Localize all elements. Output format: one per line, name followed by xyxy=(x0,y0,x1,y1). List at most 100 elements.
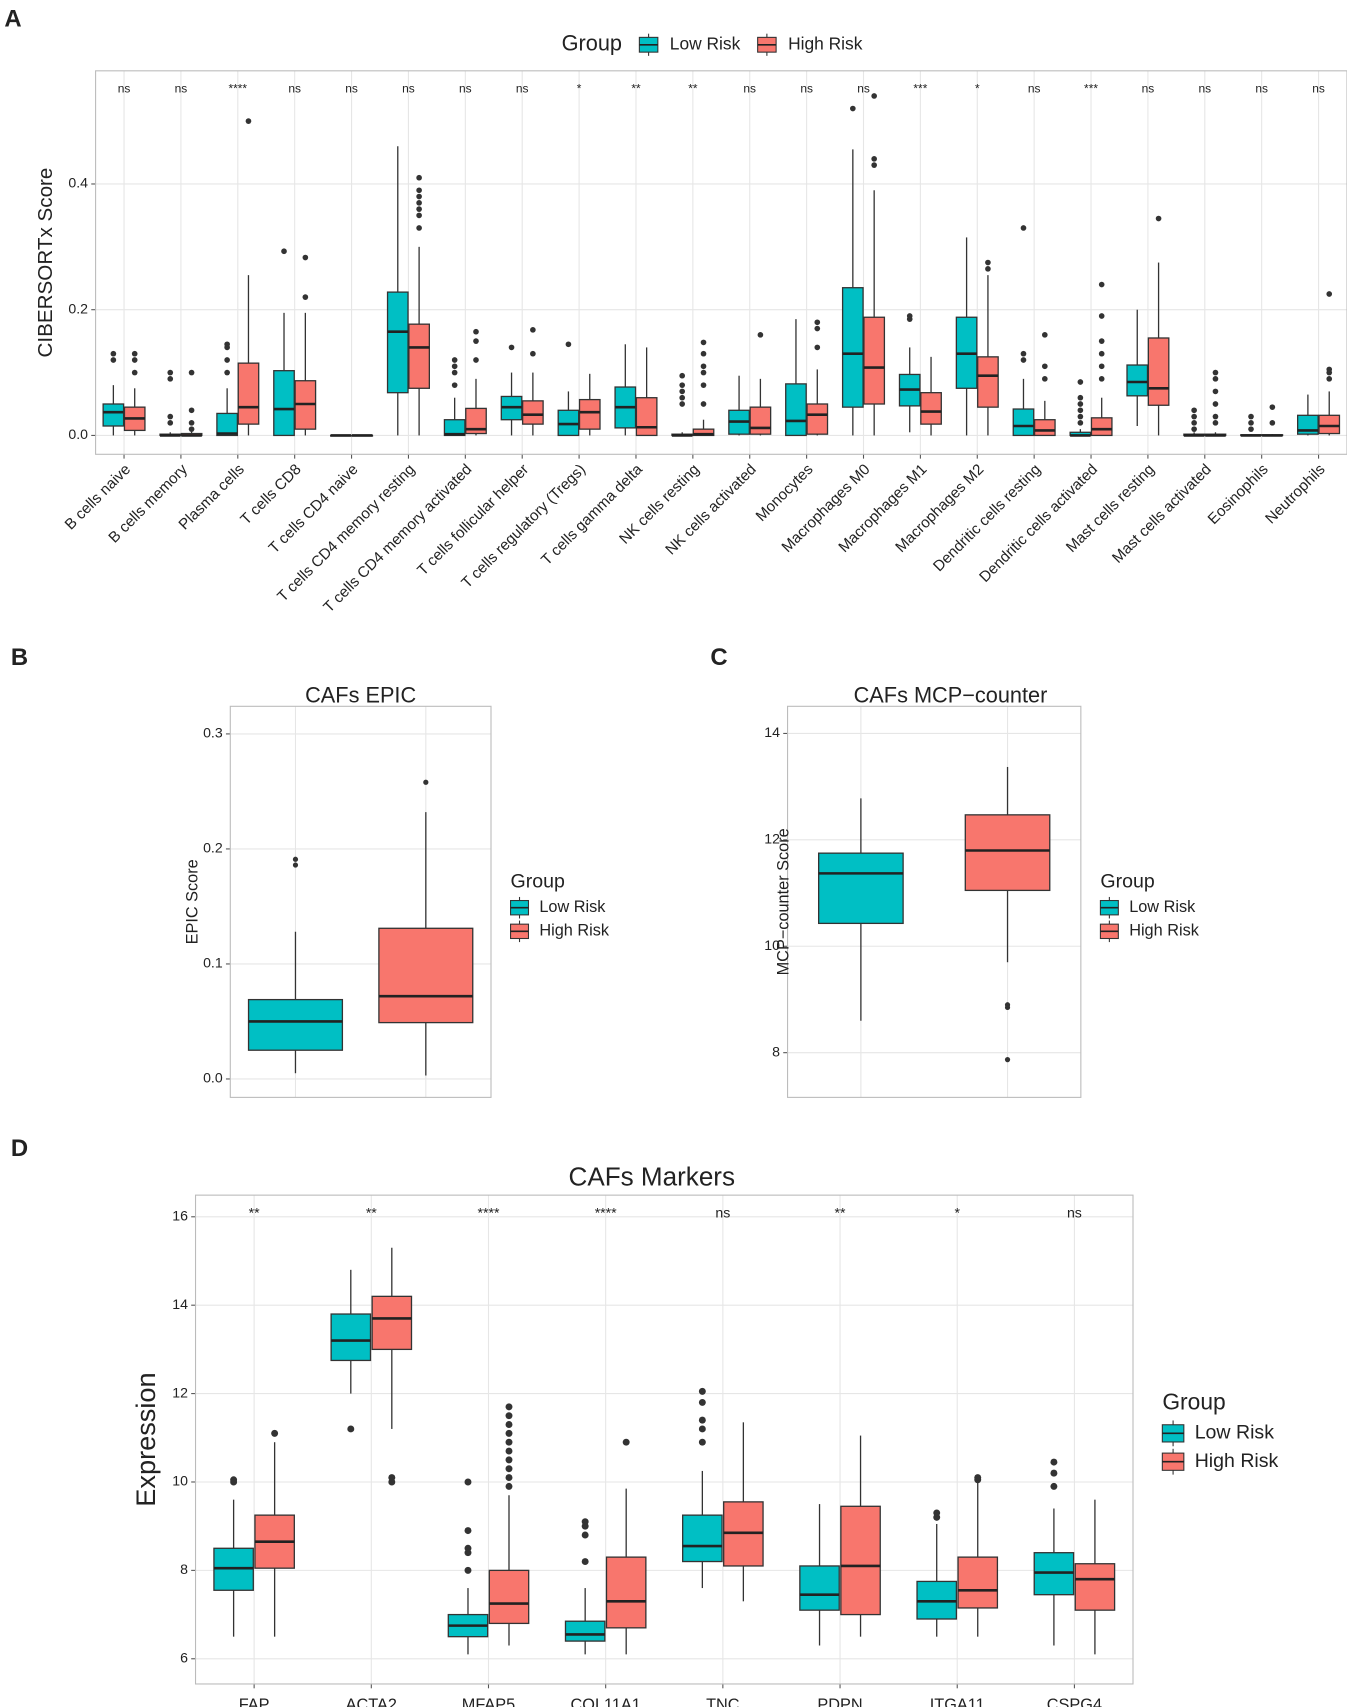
y-axis-title: EPIC Score xyxy=(184,859,202,944)
box xyxy=(488,1569,530,1625)
outlier xyxy=(622,1438,630,1446)
outlier xyxy=(423,779,429,785)
legend-label: Low Risk xyxy=(539,898,606,916)
outlier xyxy=(1077,420,1084,426)
significance: ns xyxy=(345,81,358,95)
y-tick-label: 0.0 xyxy=(68,426,88,442)
outlier xyxy=(473,328,479,335)
legend-title: Group xyxy=(562,30,622,55)
legend-label: High Risk xyxy=(788,33,863,53)
outlier xyxy=(698,1438,706,1446)
box xyxy=(682,1514,723,1563)
y-tick-label: 12 xyxy=(764,831,780,847)
significance: ** xyxy=(688,81,698,95)
outlier xyxy=(850,105,856,112)
plot-border xyxy=(194,1194,1134,1685)
significance: ns xyxy=(800,81,813,95)
outlier xyxy=(565,341,572,348)
box xyxy=(1147,337,1170,406)
outlier xyxy=(1020,225,1027,231)
outlier xyxy=(1098,313,1105,319)
outlier xyxy=(1248,426,1254,432)
box xyxy=(749,406,772,435)
legend-title: Group xyxy=(511,870,565,892)
box xyxy=(521,400,544,425)
outlier xyxy=(508,344,515,351)
box xyxy=(1318,414,1341,435)
outlier xyxy=(416,193,422,200)
outlier xyxy=(1248,420,1254,426)
box xyxy=(841,287,864,408)
outlier xyxy=(700,369,707,376)
significance: ** xyxy=(631,81,641,95)
chart-title: CAFs Markers xyxy=(569,1162,736,1192)
outlier xyxy=(700,401,707,407)
outlier xyxy=(292,862,299,868)
outlier xyxy=(505,1482,513,1490)
outlier xyxy=(1212,413,1219,420)
outlier xyxy=(906,313,913,319)
outlier xyxy=(581,1531,589,1539)
outlier xyxy=(110,350,117,357)
outlier xyxy=(985,266,991,272)
outlier xyxy=(530,350,536,357)
outlier xyxy=(1212,388,1219,395)
outlier xyxy=(814,325,821,332)
box xyxy=(408,323,431,389)
box xyxy=(102,403,125,427)
legend-title: Group xyxy=(1100,870,1154,892)
outlier xyxy=(464,1527,472,1535)
box xyxy=(564,1620,606,1642)
box xyxy=(273,370,295,437)
outlier xyxy=(1020,357,1027,363)
outlier xyxy=(698,1387,706,1395)
outlier xyxy=(230,1476,238,1484)
outlier xyxy=(1326,376,1333,382)
outlier xyxy=(1248,413,1254,420)
y-tick-label: 10 xyxy=(172,1473,188,1489)
significance: ns xyxy=(1142,81,1155,95)
outlier xyxy=(131,350,138,357)
y-tick-label: 14 xyxy=(764,724,780,740)
box xyxy=(578,398,601,430)
outlier xyxy=(700,382,707,388)
outlier xyxy=(1191,413,1197,420)
significance: *** xyxy=(913,81,927,95)
x-tick-label: ACTA2 xyxy=(346,1696,397,1707)
box xyxy=(1090,417,1113,437)
y-tick-label: 10 xyxy=(764,937,780,953)
outlier xyxy=(505,1456,513,1464)
outlier xyxy=(505,1429,513,1437)
outlier xyxy=(1212,420,1219,426)
y-tick-label: 0.2 xyxy=(68,300,88,316)
outlier xyxy=(985,259,991,266)
outlier xyxy=(473,338,479,344)
significance: * xyxy=(577,81,582,95)
significance: * xyxy=(954,1204,960,1220)
outlier xyxy=(167,413,174,420)
box xyxy=(1012,408,1035,437)
box xyxy=(247,998,344,1051)
outlier xyxy=(271,1429,279,1437)
outlier xyxy=(1191,420,1197,426)
outlier xyxy=(1020,350,1027,357)
outlier xyxy=(700,350,707,357)
legend-label: Low Risk xyxy=(1195,1422,1275,1444)
significance: * xyxy=(975,81,980,95)
box xyxy=(1033,419,1056,437)
outlier xyxy=(451,369,458,376)
outlier xyxy=(505,1474,513,1482)
y-axis-title: CIBERSORTx Score xyxy=(34,168,57,358)
outlier xyxy=(505,1438,513,1446)
panel-label: D xyxy=(11,1135,28,1162)
significance: ns xyxy=(288,81,301,95)
outlier xyxy=(167,369,174,376)
outlier xyxy=(347,1425,355,1433)
outlier xyxy=(871,162,877,168)
outlier xyxy=(1326,366,1333,373)
box xyxy=(806,403,829,435)
outlier xyxy=(416,225,422,231)
outlier xyxy=(698,1416,706,1424)
outlier xyxy=(224,341,230,348)
significance: ** xyxy=(249,1204,260,1220)
